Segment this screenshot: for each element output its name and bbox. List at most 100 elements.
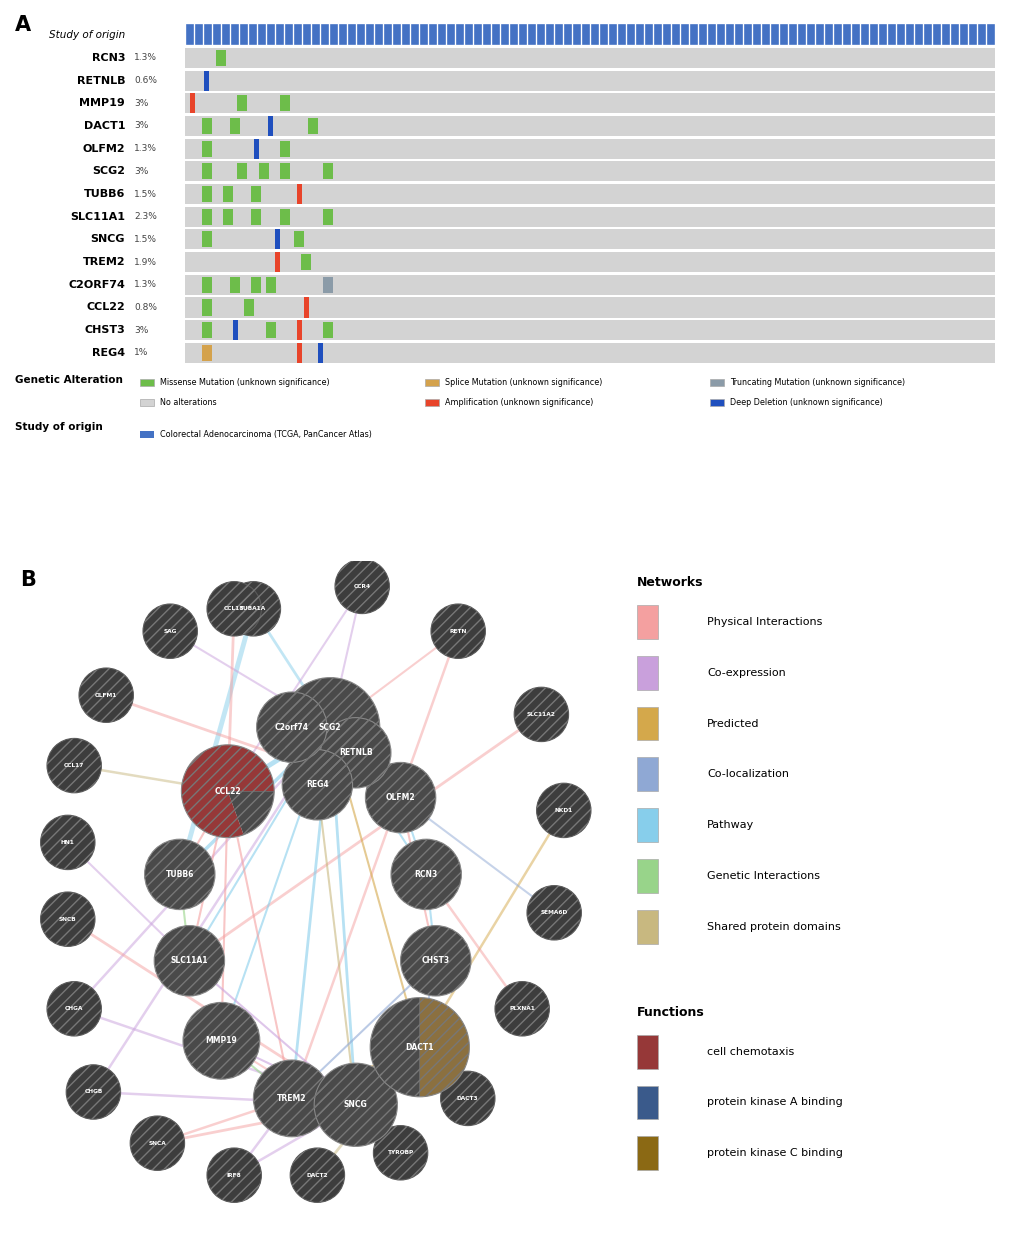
Bar [184, 297, 994, 317]
Text: CCL18: CCL18 [224, 607, 245, 612]
Text: B: B [19, 570, 36, 590]
Bar [322, 164, 332, 180]
Text: A: A [15, 15, 32, 35]
Bar [293, 24, 302, 45]
Text: OLFM2: OLFM2 [385, 793, 415, 802]
Bar [251, 186, 261, 203]
Circle shape [400, 925, 471, 996]
Text: RETN: RETN [449, 628, 467, 633]
Text: Shared protein domains: Shared protein domains [706, 922, 840, 932]
Circle shape [47, 739, 101, 793]
Text: DACT2: DACT2 [307, 1172, 328, 1177]
Bar [375, 24, 382, 45]
Bar [465, 24, 473, 45]
Bar [545, 24, 553, 45]
Text: 1.3%: 1.3% [135, 53, 157, 63]
Bar [618, 24, 626, 45]
Text: Truncating Mutation (unknown significance): Truncating Mutation (unknown significanc… [730, 378, 904, 387]
Text: DACT1: DACT1 [406, 1042, 434, 1051]
Bar [709, 379, 723, 385]
Bar [184, 184, 994, 204]
Text: DACT3: DACT3 [457, 1095, 478, 1100]
Circle shape [257, 692, 327, 763]
Bar [184, 342, 994, 363]
Bar [276, 24, 283, 45]
Bar [202, 300, 211, 316]
Bar [303, 24, 311, 45]
Text: Study of origin: Study of origin [49, 30, 125, 40]
Text: REG4: REG4 [306, 781, 328, 789]
Bar [195, 24, 203, 45]
Bar [232, 320, 237, 340]
Bar [977, 24, 984, 45]
Bar [258, 164, 268, 180]
Bar [878, 24, 886, 45]
Text: Co-expression: Co-expression [706, 667, 785, 677]
Text: TREM2: TREM2 [277, 1094, 307, 1103]
Text: Networks: Networks [637, 577, 703, 589]
Bar [637, 1035, 657, 1069]
Circle shape [154, 925, 224, 996]
Bar [644, 24, 652, 45]
Text: Missense Mutation (unknown significance): Missense Mutation (unknown significance) [160, 378, 329, 387]
Circle shape [207, 1148, 261, 1202]
Bar [216, 50, 225, 65]
Bar [184, 71, 994, 91]
Wedge shape [227, 791, 274, 835]
Circle shape [253, 1060, 330, 1137]
Bar [357, 24, 365, 45]
Text: RCN3: RCN3 [414, 870, 437, 879]
Text: protein kinase A binding: protein kinase A binding [706, 1098, 842, 1108]
Bar [590, 24, 598, 45]
Bar [251, 209, 261, 225]
Text: CHGA: CHGA [65, 1006, 84, 1011]
Bar [279, 96, 289, 111]
Circle shape [373, 1126, 427, 1180]
Bar [536, 24, 544, 45]
Text: No alterations: No alterations [160, 398, 217, 407]
Bar [297, 320, 302, 340]
Text: SAG: SAG [163, 628, 176, 633]
Circle shape [130, 1115, 184, 1171]
Bar [941, 24, 949, 45]
Bar [905, 24, 913, 45]
Text: RCN3: RCN3 [92, 53, 125, 63]
Bar [184, 320, 994, 340]
Circle shape [440, 1071, 494, 1126]
Bar [202, 322, 211, 339]
Bar [582, 24, 589, 45]
Bar [752, 24, 760, 45]
Bar [599, 24, 607, 45]
Text: Colorectal Adenocarcinoma (TCGA, PanCancer Atlas): Colorectal Adenocarcinoma (TCGA, PanCanc… [160, 431, 372, 439]
Bar [330, 24, 337, 45]
Text: 1.3%: 1.3% [135, 145, 157, 154]
Circle shape [78, 669, 133, 723]
Text: SNCG: SNCG [91, 234, 125, 244]
Bar [304, 297, 309, 317]
Circle shape [66, 1065, 120, 1119]
Bar [366, 24, 374, 45]
Bar [483, 24, 490, 45]
Text: SCG2: SCG2 [92, 166, 125, 176]
Circle shape [280, 677, 379, 777]
Bar [265, 277, 275, 293]
Bar [635, 24, 643, 45]
Bar [236, 96, 247, 111]
Text: SNCG: SNCG [343, 1100, 367, 1109]
Text: Predicted: Predicted [706, 719, 759, 729]
Bar [788, 24, 796, 45]
Bar [743, 24, 751, 45]
Text: C2orf74: C2orf74 [274, 723, 309, 731]
Text: TUBA1A: TUBA1A [240, 607, 266, 612]
Text: HN1: HN1 [61, 840, 74, 845]
Text: 1.5%: 1.5% [135, 235, 157, 244]
Text: SLC11A2: SLC11A2 [527, 711, 555, 716]
Bar [229, 118, 239, 133]
Bar [985, 24, 994, 45]
Circle shape [494, 982, 549, 1036]
Text: CHST3: CHST3 [421, 957, 449, 966]
Text: PLXNA1: PLXNA1 [508, 1006, 535, 1011]
Wedge shape [420, 997, 469, 1097]
Text: 0.6%: 0.6% [135, 76, 157, 86]
Bar [239, 24, 248, 45]
